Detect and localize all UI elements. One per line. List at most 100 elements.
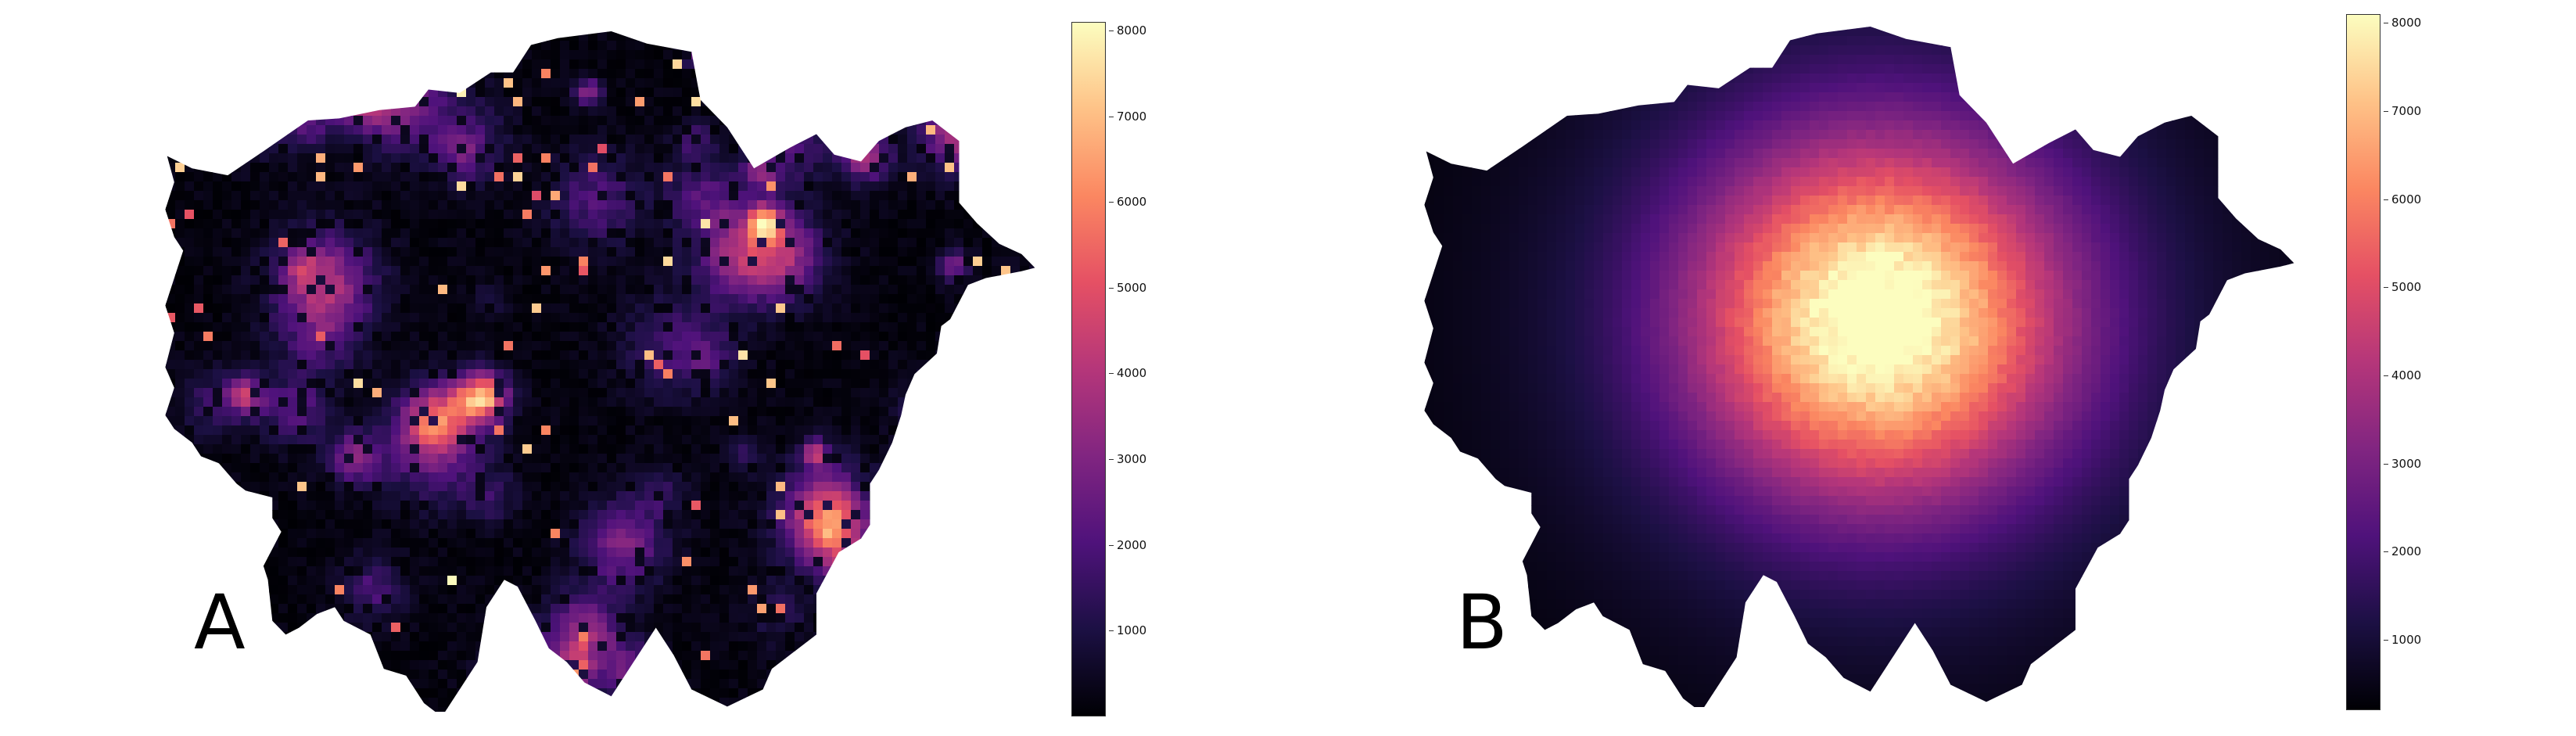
map-cell xyxy=(954,388,964,398)
map-cell xyxy=(222,285,232,295)
map-cell xyxy=(241,416,251,426)
map-cell xyxy=(447,379,457,389)
map-cell xyxy=(607,350,617,361)
map-cell xyxy=(813,116,823,126)
map-cell xyxy=(766,444,777,454)
map-cell xyxy=(1020,191,1030,201)
map-cell xyxy=(860,116,870,126)
map-cell xyxy=(851,135,861,145)
map-cell xyxy=(851,144,861,154)
map-cell xyxy=(1010,454,1021,464)
map-cell xyxy=(710,144,720,154)
map-cell xyxy=(926,50,936,60)
map-cell xyxy=(804,163,814,173)
map-cell xyxy=(954,116,964,126)
map-cell xyxy=(466,78,476,88)
map-cell xyxy=(710,332,720,342)
map-cell xyxy=(185,379,195,389)
map-cell xyxy=(438,144,448,154)
map-cell xyxy=(982,444,992,454)
map-cell xyxy=(569,135,579,145)
map-cell xyxy=(391,200,401,210)
map-cell xyxy=(785,257,795,267)
map-cell xyxy=(841,444,852,454)
map-cell xyxy=(644,341,655,351)
map-cell xyxy=(917,482,927,492)
map-cell xyxy=(748,191,758,201)
map-cell xyxy=(419,257,429,267)
map-cell xyxy=(297,153,307,163)
map-cell xyxy=(504,135,514,145)
map-cell xyxy=(673,200,683,210)
map-cell xyxy=(851,125,861,135)
map-cell xyxy=(410,425,420,436)
map-cell xyxy=(973,350,983,361)
map-cell xyxy=(607,116,617,126)
map-cell xyxy=(532,341,542,351)
map-cell xyxy=(597,144,608,154)
map-cell xyxy=(701,163,711,173)
map-cell xyxy=(785,379,795,389)
map-cell xyxy=(466,313,476,323)
map-cell xyxy=(588,257,598,267)
map-cell xyxy=(532,228,542,239)
map-cell xyxy=(541,360,551,370)
map-cell xyxy=(804,78,814,88)
map-cell xyxy=(335,181,345,192)
map-cell xyxy=(588,463,598,473)
map-cell xyxy=(344,491,354,501)
map-cell xyxy=(344,501,354,511)
map-cell xyxy=(485,41,495,51)
map-cell xyxy=(898,135,908,145)
map-cell xyxy=(888,116,899,126)
map-cell xyxy=(597,407,608,417)
map-cell xyxy=(1039,210,1048,220)
map-cell xyxy=(410,360,420,370)
map-cell xyxy=(344,322,354,332)
map-cell xyxy=(597,454,608,464)
map-cell xyxy=(475,360,486,370)
map-cell xyxy=(701,350,711,361)
map-cell xyxy=(1039,200,1048,210)
map-cell xyxy=(776,510,786,520)
map-cell xyxy=(673,350,683,361)
map-cell xyxy=(579,163,589,173)
map-cell xyxy=(597,425,608,436)
map-cell xyxy=(513,266,523,276)
map-cell xyxy=(353,482,364,492)
map-cell xyxy=(748,228,758,239)
map-cell xyxy=(203,379,213,389)
map-cell xyxy=(738,88,748,98)
map-cell xyxy=(475,116,486,126)
map-cell xyxy=(626,106,636,117)
map-cell xyxy=(832,303,842,314)
map-cell xyxy=(569,257,579,267)
map-cell xyxy=(757,332,767,342)
map-cell xyxy=(654,135,664,145)
map-cell xyxy=(419,191,429,201)
map-cell xyxy=(813,275,823,285)
map-cell xyxy=(269,228,279,239)
map-cell xyxy=(344,397,354,407)
map-cell xyxy=(438,59,448,70)
map-cell xyxy=(382,200,392,210)
map-cell xyxy=(926,388,936,398)
map-cell xyxy=(860,388,870,398)
map-cell xyxy=(1001,163,1011,173)
map-cell xyxy=(165,519,167,530)
map-cell xyxy=(635,416,645,426)
map-cell xyxy=(898,191,908,201)
map-cell xyxy=(898,125,908,135)
map-cell xyxy=(560,238,570,248)
map-cell xyxy=(607,172,617,182)
map-cell xyxy=(560,275,570,285)
map-cell xyxy=(382,125,392,135)
map-cell xyxy=(935,435,945,445)
map-cell xyxy=(410,501,420,511)
map-cell xyxy=(1001,257,1011,267)
map-cell xyxy=(335,97,345,107)
map-cell xyxy=(776,181,786,192)
map-cell xyxy=(419,219,429,229)
map-cell xyxy=(494,172,504,182)
map-cell xyxy=(870,303,880,314)
